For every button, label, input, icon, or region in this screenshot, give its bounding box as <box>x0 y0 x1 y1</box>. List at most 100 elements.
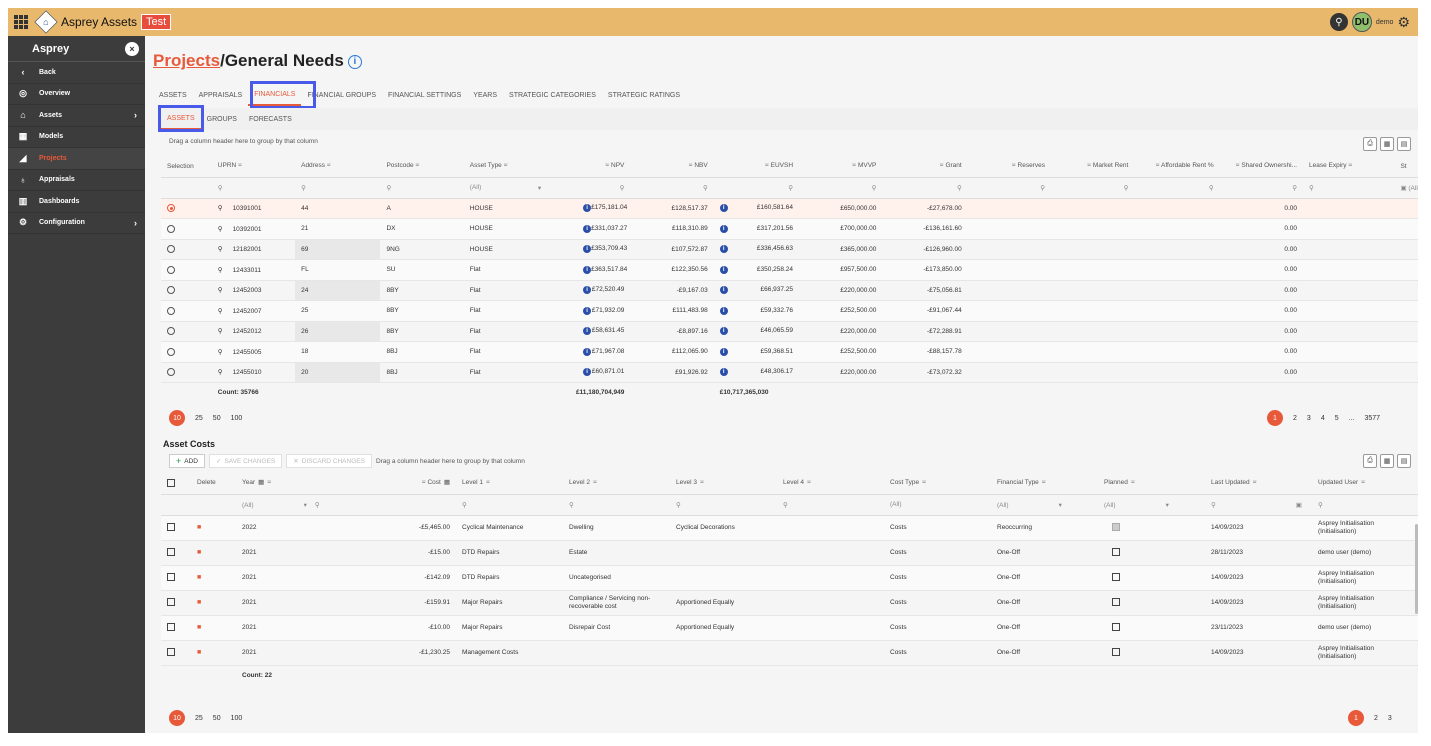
delete-trash-icon[interactable]: ■ <box>197 648 202 656</box>
sidebar-item-assets[interactable]: ⌂ Assets › <box>8 105 145 127</box>
filter-cell[interactable] <box>161 494 191 516</box>
npv-info-icon[interactable]: i <box>583 224 592 233</box>
sidebar-item-projects[interactable]: ◢ Projects <box>8 148 145 170</box>
row-checkbox[interactable] <box>167 598 175 607</box>
filter-cell[interactable]: ⚲ <box>1134 177 1220 199</box>
column-header[interactable]: ⩸ Affordable Rent % <box>1134 156 1220 178</box>
tab-strategic-categories[interactable]: STRATEGIC CATEGORIES <box>509 91 596 99</box>
subtab-groups[interactable]: GROUPS <box>206 115 237 123</box>
export-excel-icon[interactable]: ▦ <box>1380 454 1394 468</box>
table-row[interactable]: ■ 2022 -£5,465.00 Cyclical Maintenance Dwell… <box>161 515 1418 541</box>
info-icon[interactable]: i <box>347 55 362 69</box>
filter-icon[interactable]: ⩸ <box>501 162 508 170</box>
filter-cell[interactable] <box>161 177 212 199</box>
filter-icon[interactable]: ⩸ <box>1155 162 1162 170</box>
column-header[interactable]: ⩸ Market Rent <box>1051 156 1135 178</box>
page-size-option[interactable]: 10 <box>169 410 185 426</box>
filter-cell[interactable]: ⚲ <box>211 177 296 199</box>
table-row[interactable]: ⚲ 10392001 21 DX HOUSE i £331,037.27 £118,310.8… <box>161 218 1418 240</box>
view-search-icon[interactable]: ⚲ <box>217 225 223 233</box>
euvsh-info-icon[interactable]: i <box>719 245 728 254</box>
breadcrumb-projects-link[interactable]: Projects <box>153 51 221 70</box>
print-icon[interactable]: ⎙ <box>1363 137 1377 151</box>
delete-trash-icon[interactable]: ■ <box>197 623 202 631</box>
npv-info-icon[interactable]: i <box>583 368 592 377</box>
filter-cell[interactable]: ⚲ <box>713 177 800 199</box>
column-header[interactable]: Cost Type ⩸ <box>884 472 991 495</box>
filter-cell[interactable]: ⚲ ▣ <box>1205 494 1312 516</box>
filter-cell[interactable]: ⚲ <box>380 177 464 199</box>
discard-changes-button[interactable]: ✕ DISCARD CHANGES <box>286 454 372 468</box>
page-size-option[interactable]: 100 <box>230 714 243 722</box>
column-header[interactable]: ⩸ NPV <box>547 156 631 178</box>
filter-icon[interactable]: ⩸ <box>236 162 242 170</box>
column-header[interactable]: Address ⩸ <box>295 156 381 178</box>
column-header[interactable]: Planned ⩸ <box>1098 472 1205 495</box>
filter-cell[interactable]: (All) ▾ <box>991 494 1098 516</box>
euvsh-info-icon[interactable]: i <box>719 347 728 356</box>
page-number[interactable]: 1 <box>1348 710 1364 726</box>
table-row[interactable]: ■ 2021 -£142.09 DTD Repairs Uncategorised Cos… <box>161 565 1418 591</box>
close-sidebar-icon[interactable]: × <box>125 42 139 56</box>
page-number[interactable]: 3 <box>1306 414 1311 422</box>
delete-trash-icon[interactable]: ■ <box>197 548 202 556</box>
delete-trash-icon[interactable]: ■ <box>197 573 202 581</box>
table-row[interactable]: ⚲ 12452003 24 8BY Flat i £72,520.49 -£9,167.03 i… <box>161 280 1418 301</box>
page-size-option[interactable]: 50 <box>212 714 221 722</box>
filter-cell[interactable]: ⚲ <box>547 177 631 199</box>
column-header[interactable]: Year ▦ ⩸ <box>236 472 366 495</box>
sidebar-item-dashboards[interactable]: ▥ Dashboards <box>8 191 145 213</box>
filter-cell[interactable] <box>366 494 456 516</box>
planned-checkbox[interactable] <box>1112 523 1120 532</box>
row-checkbox[interactable] <box>167 548 175 557</box>
table-row[interactable]: ⚲ 12182001 69 9NG HOUSE i £353,709.43 £107,572.… <box>161 239 1418 260</box>
filter-cell[interactable]: ⚲ <box>1051 177 1135 199</box>
filter-cell[interactable]: ⚲ <box>1302 177 1395 199</box>
filter-cell[interactable]: ▣ (All) <box>1394 177 1418 199</box>
row-checkbox[interactable] <box>167 573 175 582</box>
select-all-checkbox[interactable] <box>167 478 175 487</box>
tab-financials[interactable]: FINANCIALS <box>248 84 302 106</box>
page-size-option[interactable]: 25 <box>195 414 203 422</box>
column-header[interactable]: Updated User ⩸ <box>1312 472 1418 495</box>
filter-icon[interactable]: ⩸ <box>1235 162 1242 170</box>
tab-strategic-ratings[interactable]: STRATEGIC RATINGS <box>607 91 680 99</box>
row-select-radio[interactable] <box>167 224 175 233</box>
view-search-icon[interactable]: ⚲ <box>217 307 223 315</box>
print-icon[interactable]: ⎙ <box>1363 454 1377 468</box>
row-select-radio[interactable] <box>167 245 175 254</box>
table-row[interactable]: ⚲ 10391001 44 A HOUSE i £175,181.04 £128,517.37… <box>161 198 1418 219</box>
column-header[interactable]: ⩸ Shared Ownershi... <box>1219 156 1303 178</box>
filter-cell[interactable]: ⚲ <box>777 494 884 516</box>
export-excel-icon[interactable]: ▦ <box>1380 137 1394 151</box>
filter-cell[interactable]: ⚲ <box>630 177 714 199</box>
page-number[interactable]: 1 <box>1267 410 1283 426</box>
page-number[interactable]: 4 <box>1320 414 1325 422</box>
row-checkbox[interactable] <box>167 623 175 632</box>
planned-checkbox[interactable] <box>1112 573 1120 582</box>
filter-cell[interactable]: (All) ▾ ⚲ <box>236 494 366 516</box>
sidebar-item-appraisals[interactable]: ♁ Appraisals <box>8 170 145 191</box>
column-header[interactable]: ⩸ Reserves <box>967 156 1052 178</box>
tab-financial-settings[interactable]: FINANCIAL SETTINGS <box>388 91 462 99</box>
page-number[interactable]: 2 <box>1374 714 1378 722</box>
euvsh-info-icon[interactable]: i <box>719 327 728 336</box>
filter-cell[interactable]: ⚲ <box>456 494 563 516</box>
column-header[interactable]: Selection <box>161 156 212 178</box>
avatar[interactable]: DU <box>1351 12 1372 32</box>
npv-info-icon[interactable]: i <box>583 204 592 213</box>
table-row[interactable]: ⚲ 12452012 26 8BY Flat i £58,631.45 -£8,897.16 i… <box>161 321 1418 342</box>
page-size-option[interactable]: 10 <box>169 710 185 726</box>
column-header[interactable]: Last Updated ⩸ <box>1205 472 1312 495</box>
tab-years[interactable]: YEARS <box>473 91 498 99</box>
home-logo-icon[interactable]: ⌂ <box>34 10 58 34</box>
page-size-option[interactable]: 50 <box>212 414 221 422</box>
table-row[interactable]: ⚲ 12452007 25 8BY Flat i £71,932.09 £111,483.98… <box>161 300 1418 322</box>
filter-icon[interactable]: ⩸ <box>1011 162 1018 170</box>
filter-icon[interactable]: ⩸ <box>852 162 858 170</box>
key-icon[interactable]: ⚲ <box>1329 13 1348 31</box>
delete-trash-icon[interactable]: ■ <box>197 598 202 606</box>
npv-info-icon[interactable]: i <box>583 306 592 315</box>
filter-icon[interactable]: ⩸ <box>939 162 946 170</box>
view-search-icon[interactable]: ⚲ <box>217 328 223 336</box>
